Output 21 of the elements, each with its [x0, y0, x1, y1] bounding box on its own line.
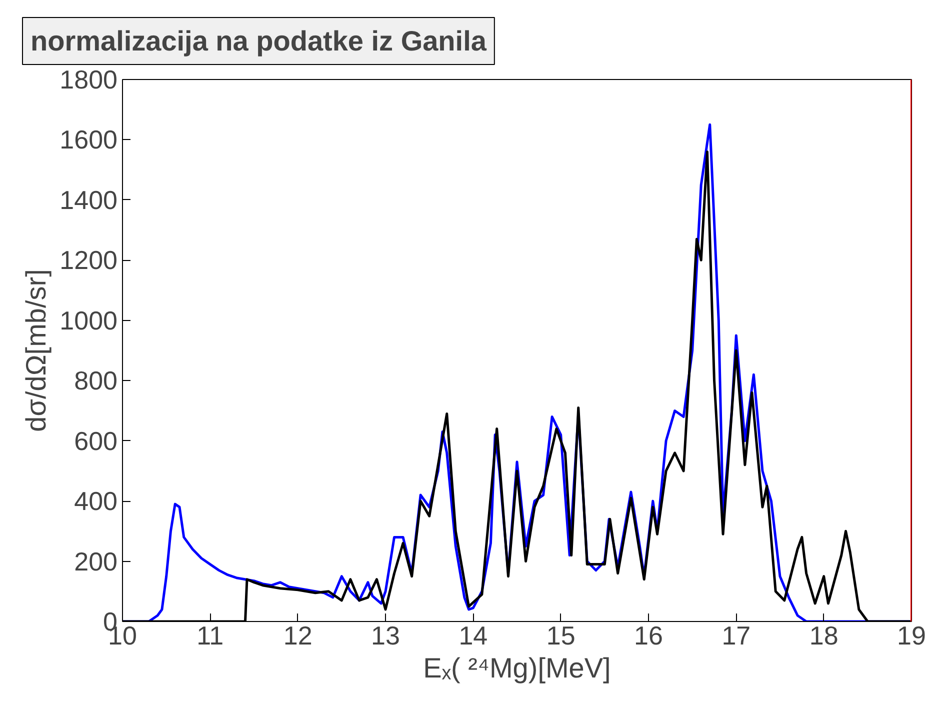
x-tick-label: 16 — [634, 620, 663, 650]
y-tick-label: 1600 — [60, 124, 118, 155]
y-tick-label: 400 — [74, 486, 118, 516]
y-tick-label: 1200 — [60, 245, 118, 276]
y-tick-label: 1800 — [60, 64, 118, 94]
x-tick-label: 18 — [809, 620, 838, 650]
y-axis-title: dσ/dΩ[mb/sr] — [20, 269, 52, 432]
x-tick-label: 19 — [897, 620, 926, 650]
x-tick-label: 14 — [458, 620, 488, 650]
y-tick-label: 1000 — [60, 305, 118, 336]
x-tick-label: 11 — [196, 620, 224, 650]
y-tick-label: 1400 — [60, 184, 118, 215]
chart-title: normalizacija na podatke iz Ganila — [30, 26, 487, 56]
x-tick-label: 13 — [371, 620, 400, 650]
x-tick-label: 12 — [283, 620, 312, 650]
y-tick-label: 600 — [74, 426, 118, 456]
y-tick-label: 800 — [74, 366, 118, 396]
x-tick-label: 17 — [722, 620, 751, 650]
x-tick-label: 15 — [546, 620, 576, 650]
x-axis-title: Eₓ( ²⁴Mg)[MeV] — [423, 652, 611, 684]
y-tick-label: 200 — [74, 546, 118, 576]
